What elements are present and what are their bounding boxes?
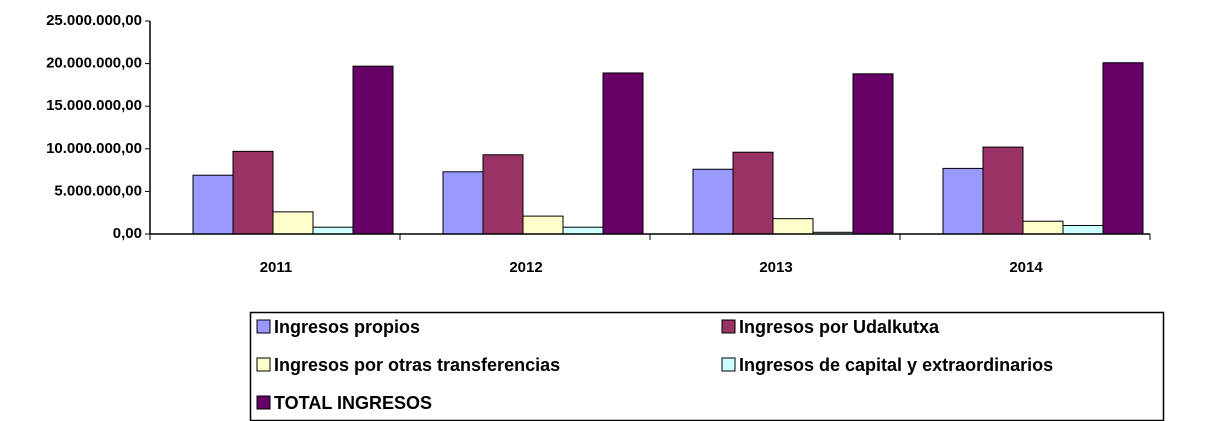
bar: [442, 171, 484, 235]
bar: [1022, 220, 1064, 235]
y-tick-label: 20.000.000,00: [46, 55, 142, 72]
bar: [732, 151, 774, 235]
x-tick-label: 2011: [260, 259, 293, 276]
bar: [482, 154, 524, 235]
bar: [192, 174, 234, 235]
bar: [772, 218, 814, 235]
bar: [562, 226, 604, 235]
legend-label: Ingresos por otras transferencias: [274, 355, 560, 375]
legend-swatch: [256, 395, 271, 410]
x-tick-label: 2013: [759, 259, 792, 276]
bar: [692, 168, 734, 235]
legend-label: Ingresos de capital y extraordinarios: [739, 355, 1053, 375]
bar: [1102, 62, 1144, 235]
y-tick-label: 25.000.000,00: [46, 12, 142, 29]
bar: [232, 150, 274, 235]
legend-label: Ingresos propios: [274, 317, 420, 337]
bar: [272, 211, 314, 235]
bar: [312, 226, 354, 235]
legend-swatch: [256, 357, 271, 372]
legend-swatch: [721, 357, 736, 372]
x-tick-label: 2012: [509, 259, 542, 276]
legend-label: Ingresos por Udalkutxa: [739, 317, 940, 337]
bar: [602, 72, 644, 235]
bar: [852, 73, 894, 235]
y-tick-label: 5.000.000,00: [54, 182, 142, 199]
bar: [942, 167, 984, 235]
bar: [522, 215, 564, 235]
x-tick-label: 2014: [1009, 259, 1043, 276]
legend-box: [249, 311, 1165, 421]
legend-label: TOTAL INGRESOS: [274, 393, 432, 413]
legend-swatch: [721, 319, 736, 334]
y-tick-label: 15.000.000,00: [46, 97, 142, 114]
bar: [982, 146, 1024, 235]
bar: [1062, 224, 1104, 235]
y-tick-label: 10.000.000,00: [46, 140, 142, 157]
bar: [352, 65, 394, 235]
y-tick-label: 0,00: [113, 225, 142, 242]
legend-swatch: [256, 319, 271, 334]
